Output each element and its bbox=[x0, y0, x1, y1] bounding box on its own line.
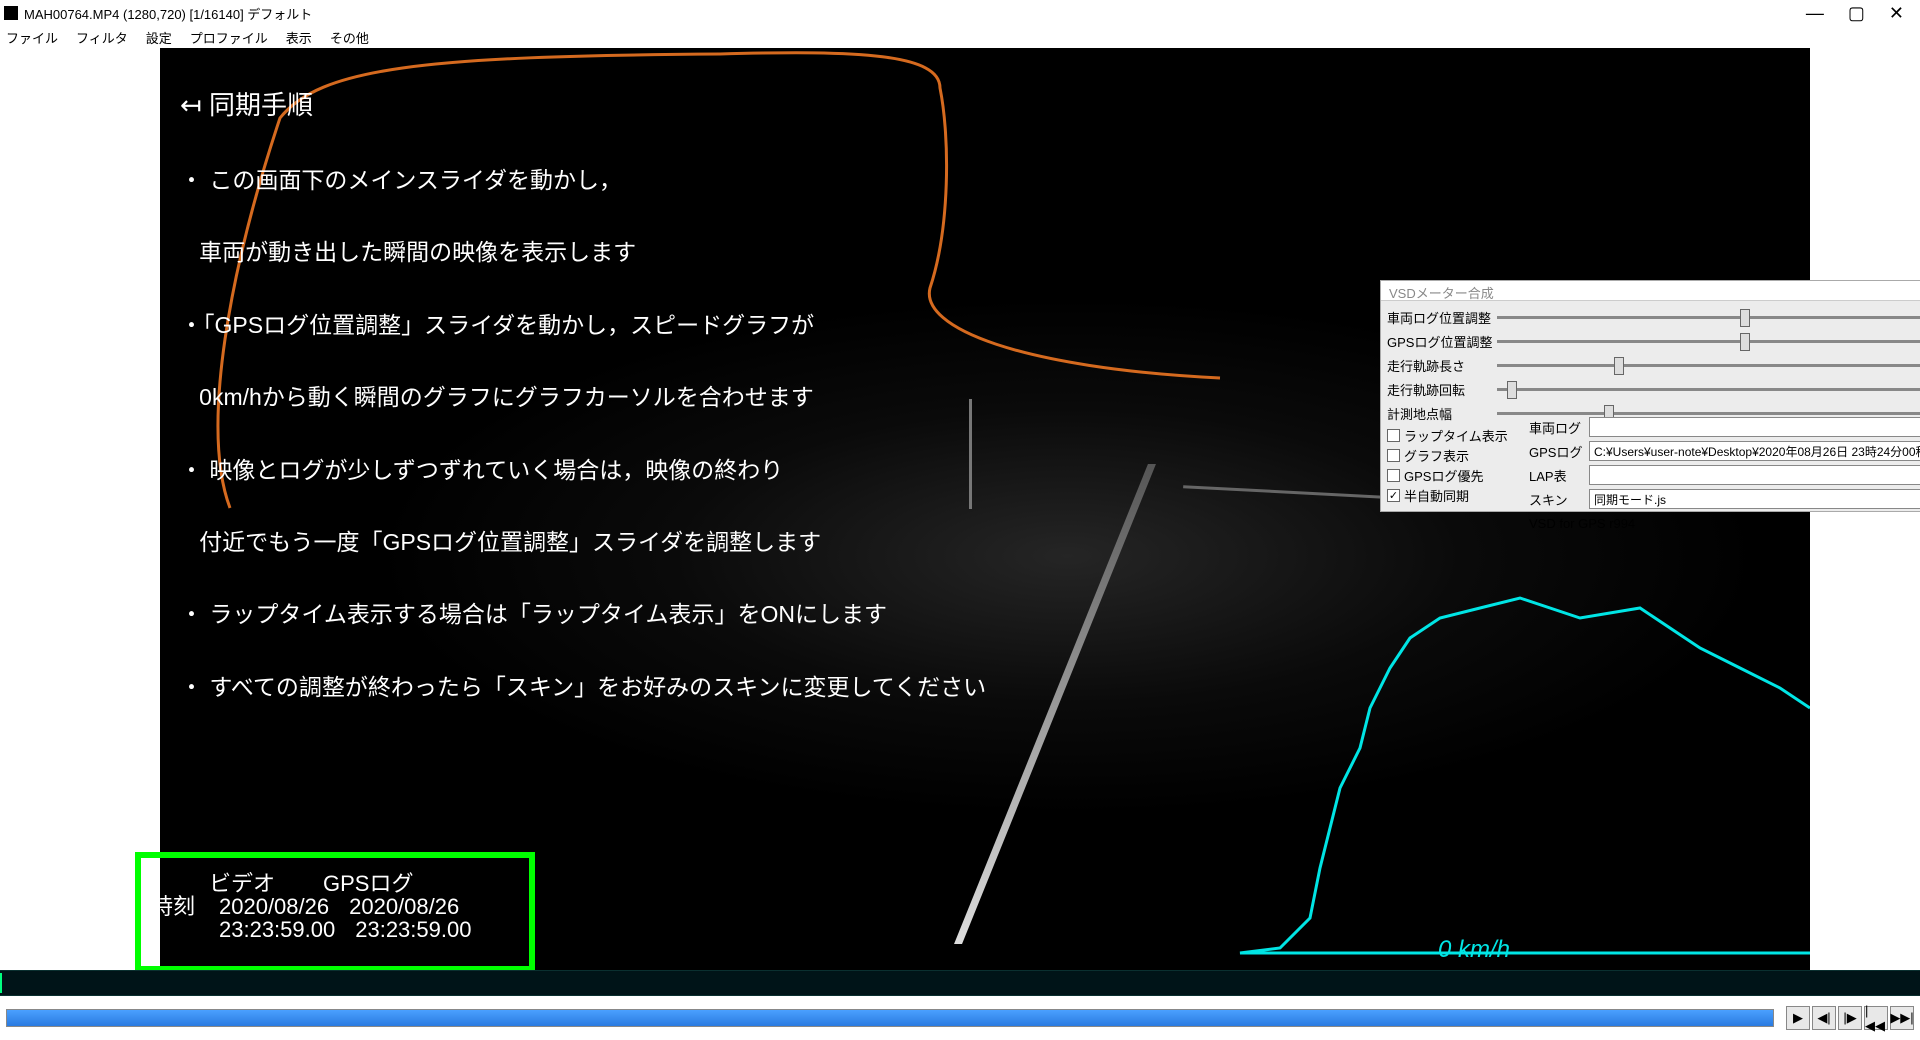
file-label: LAP表 bbox=[1529, 466, 1585, 485]
checkbox-icon[interactable] bbox=[1387, 469, 1400, 482]
step-fwd-button[interactable]: |▶ bbox=[1838, 1006, 1862, 1030]
instruction-line: ・「GPSログ位置調整」スライダを動かし，スピードグラフが bbox=[180, 313, 986, 337]
checkbox-label: 半自動同期 bbox=[1404, 486, 1469, 505]
menu-settings[interactable]: 設定 bbox=[146, 28, 172, 47]
instruction-heading: ↤ 同期手順 bbox=[180, 92, 986, 119]
slider-label: 計測地点幅 bbox=[1387, 404, 1487, 423]
instruction-line: ・ ラップタイム表示する場合は「ラップタイム表示」をONにします bbox=[180, 602, 986, 626]
checkbox-label: ラップタイム表示 bbox=[1404, 426, 1508, 445]
vsd-panel[interactable]: VSDメーター合成 ✓ 車両ログ位置調整 ◀▶ 0 GPSログ位置調整 ◀▶ 0… bbox=[1380, 280, 1920, 512]
ts-video-time: 23:23:59.00 bbox=[219, 918, 335, 941]
timeline-cursor[interactable] bbox=[0, 973, 2, 993]
file-label: GPSログ bbox=[1529, 442, 1585, 461]
slider-track[interactable] bbox=[1497, 388, 1920, 391]
instruction-line: ・ すべての調整が終わったら「スキン」をお好みのスキンに変更してください bbox=[180, 675, 986, 699]
checkbox-row[interactable]: GPSログ優先 bbox=[1387, 465, 1527, 485]
jump-end-button[interactable]: ▶▶| bbox=[1890, 1006, 1914, 1030]
instruction-line: 0km/hから動く瞬間のグラフにグラフカーソルを合わせます bbox=[180, 385, 986, 409]
step-back-button[interactable]: ◀| bbox=[1812, 1006, 1836, 1030]
slider-track[interactable] bbox=[1497, 316, 1920, 319]
window-title: MAH00764.MP4 (1280,720) [1/16140] デフォルト bbox=[24, 4, 312, 23]
version-text: VSD for GPS r994 bbox=[1529, 516, 1920, 531]
instruction-line: 車両が動き出した瞬間の映像を表示します bbox=[180, 240, 986, 264]
ts-label: 時刻 bbox=[151, 895, 199, 918]
vehicle-log-input[interactable] bbox=[1589, 417, 1920, 437]
slider-row: 車両ログ位置調整 ◀▶ 0 bbox=[1387, 305, 1920, 329]
minimize-button[interactable]: — bbox=[1806, 3, 1824, 24]
ts-gps-date: 2020/08/26 bbox=[349, 895, 459, 918]
slider-track[interactable] bbox=[1497, 364, 1920, 367]
checkbox-label: グラフ表示 bbox=[1404, 446, 1469, 465]
menu-file[interactable]: ファイル bbox=[6, 28, 58, 47]
file-label: スキン bbox=[1529, 490, 1585, 509]
speed-readout: 0 km/h bbox=[1438, 936, 1510, 964]
checkbox-row[interactable]: ラップタイム表示 bbox=[1387, 425, 1527, 445]
timeline[interactable] bbox=[0, 970, 1920, 996]
checkbox-row[interactable]: 半自動同期 bbox=[1387, 485, 1527, 505]
instruction-line: 付近でもう一度「GPSログ位置調整」スライダを調整します bbox=[180, 530, 986, 554]
jump-start-button[interactable]: |◀◀ bbox=[1864, 1006, 1888, 1030]
instruction-line: ・ 映像とログが少しずつずれていく場合は，映像の終わり bbox=[180, 458, 986, 482]
seek-bar[interactable] bbox=[6, 1009, 1774, 1027]
ts-head-video: ビデオ bbox=[209, 872, 275, 895]
checkbox-label: GPSログ優先 bbox=[1404, 466, 1483, 485]
instruction-line: ・ この画面下のメインスライダを動かし， bbox=[180, 168, 986, 192]
ts-head-gps: GPSログ bbox=[323, 872, 413, 895]
slider-row: 走行軌跡回転 ◀▶ 0 bbox=[1387, 377, 1920, 401]
ts-video-date: 2020/08/26 bbox=[219, 895, 329, 918]
skin-select[interactable] bbox=[1589, 489, 1920, 509]
slider-track[interactable] bbox=[1497, 340, 1920, 343]
playbar: ▶ ◀| |▶ |◀◀ ▶▶| bbox=[0, 996, 1920, 1040]
maximize-button[interactable]: ▢ bbox=[1848, 3, 1865, 24]
slider-label: 走行軌跡長さ bbox=[1387, 356, 1487, 375]
instruction-overlay: ↤ 同期手順 ・ この画面下のメインスライダを動かし， 車両が動き出した瞬間の映… bbox=[180, 44, 986, 747]
play-button[interactable]: ▶ bbox=[1786, 1006, 1810, 1030]
slider-label: 車両ログ位置調整 bbox=[1387, 308, 1487, 327]
checkbox-icon[interactable] bbox=[1387, 429, 1400, 442]
slider-label: GPSログ位置調整 bbox=[1387, 332, 1487, 351]
checkbox-row[interactable]: グラフ表示 bbox=[1387, 445, 1527, 465]
app-icon bbox=[4, 6, 18, 20]
ts-gps-time: 23:23:59.00 bbox=[355, 918, 471, 941]
checkbox-icon[interactable] bbox=[1387, 489, 1400, 502]
close-button[interactable]: ✕ bbox=[1889, 3, 1904, 24]
timestamp-box: ビデオ GPSログ 時刻 2020/08/26 2020/08/26 23:23… bbox=[135, 852, 535, 972]
gps-log-input[interactable] bbox=[1589, 441, 1920, 461]
file-label: 車両ログ bbox=[1529, 418, 1585, 437]
panel-title[interactable]: VSDメーター合成 bbox=[1381, 281, 1920, 301]
lap-input[interactable] bbox=[1589, 465, 1920, 485]
checkbox-icon[interactable] bbox=[1387, 449, 1400, 462]
title-bar: MAH00764.MP4 (1280,720) [1/16140] デフォルト … bbox=[0, 0, 1920, 26]
slider-row: GPSログ位置調整 ◀▶ 0 bbox=[1387, 329, 1920, 353]
menu-filter[interactable]: フィルタ bbox=[76, 28, 128, 47]
slider-row: 走行軌跡長さ ◀▶ 240 bbox=[1387, 353, 1920, 377]
slider-label: 走行軌跡回転 bbox=[1387, 380, 1487, 399]
